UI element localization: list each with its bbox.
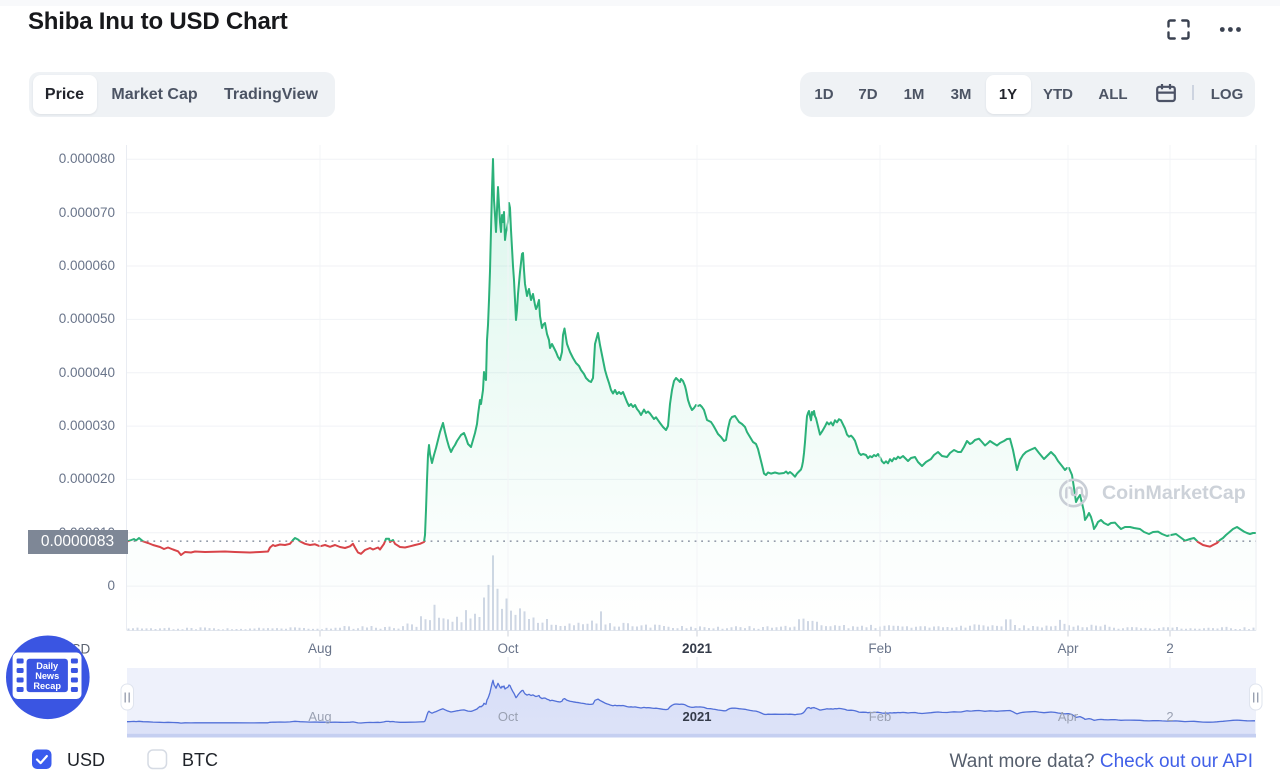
svg-text:News: News bbox=[35, 671, 59, 681]
svg-text:Daily: Daily bbox=[36, 661, 59, 671]
svg-text:Recap: Recap bbox=[33, 681, 61, 691]
